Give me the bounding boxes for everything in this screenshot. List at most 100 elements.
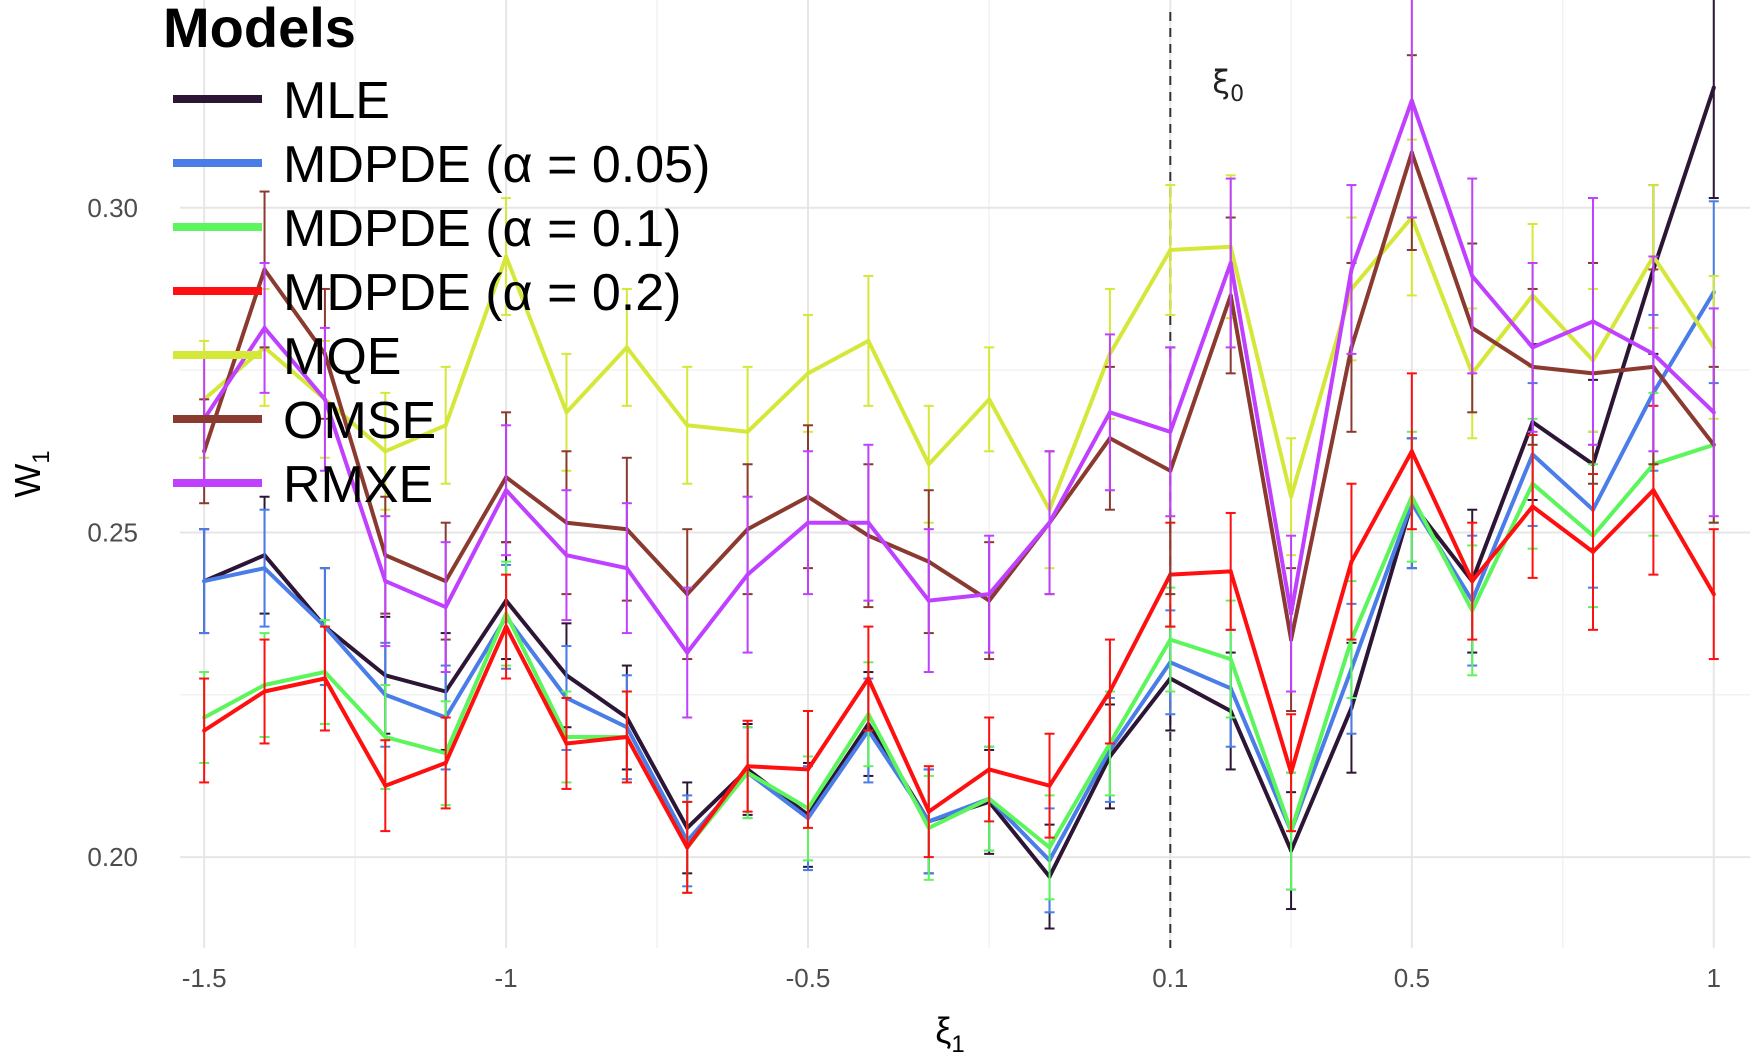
data-point	[322, 676, 327, 681]
data-point	[202, 728, 207, 733]
data-point	[202, 579, 207, 584]
data-point	[1047, 520, 1052, 525]
legend-title: Models	[163, 0, 356, 59]
data-point	[987, 397, 992, 402]
y-axis-title: W1	[7, 450, 55, 497]
data-point	[443, 605, 448, 610]
data-point	[1591, 549, 1595, 554]
data-point	[1107, 689, 1112, 694]
data-point	[1530, 504, 1535, 509]
data-point	[806, 371, 810, 376]
data-point	[564, 553, 569, 558]
data-point	[1711, 85, 1716, 90]
data-point	[262, 689, 267, 694]
series-6	[199, 0, 1719, 719]
data-point	[443, 760, 448, 765]
data-point	[866, 676, 871, 681]
y-tick-label: 0.25	[87, 517, 138, 547]
data-point	[564, 410, 569, 415]
data-point	[1711, 592, 1716, 597]
data-point	[1651, 488, 1656, 493]
data-point	[806, 767, 810, 772]
data-point	[1289, 494, 1294, 499]
series-line	[202, 98, 1716, 655]
data-point	[262, 566, 267, 571]
data-point	[745, 572, 750, 577]
data-point	[1228, 569, 1233, 574]
data-point	[926, 809, 931, 814]
xi0-annotation: ξ0	[1212, 63, 1244, 107]
data-point	[1409, 449, 1414, 454]
data-point	[987, 767, 992, 772]
data-point	[443, 423, 448, 428]
data-point	[504, 624, 509, 629]
data-point	[383, 734, 388, 739]
data-point	[1470, 273, 1475, 278]
data-point	[383, 783, 388, 788]
data-point	[564, 741, 569, 746]
data-point	[1289, 611, 1294, 616]
legend-item-label: MDPDE (α = 0.2)	[283, 264, 681, 322]
data-point	[624, 734, 629, 739]
data-point	[1409, 98, 1414, 103]
data-point	[1711, 410, 1716, 415]
data-point	[1228, 260, 1233, 265]
data-point	[1289, 770, 1294, 775]
data-point	[866, 338, 871, 343]
legend-item-label: RMXE	[283, 456, 433, 514]
data-point	[866, 520, 871, 525]
xi0-annotation-subscript: 0	[1230, 82, 1244, 107]
data-point	[262, 325, 267, 330]
x-tick-label: 1	[1707, 963, 1721, 993]
data-point	[806, 520, 810, 525]
x-tick-label: -1	[495, 963, 518, 993]
data-point	[685, 650, 690, 655]
reference-line-group: ξ0	[1169, 12, 1244, 948]
x-tick-label: 0.5	[1394, 963, 1430, 993]
data-point	[1349, 267, 1354, 272]
y-tick-label: 0.30	[87, 193, 138, 223]
legend-item-label: MDPDE (α = 0.1)	[283, 200, 681, 258]
data-point	[1470, 579, 1475, 584]
data-point	[745, 429, 750, 434]
data-point	[383, 579, 388, 584]
data-point	[926, 462, 931, 467]
data-point	[1530, 345, 1535, 350]
data-point	[1168, 247, 1173, 252]
data-point	[624, 345, 629, 350]
series-line	[202, 150, 1716, 642]
x-tick-label: 0.1	[1152, 963, 1188, 993]
data-point	[1228, 657, 1233, 662]
legend: Models MLE MDPDE (α = 0.05) MDPDE (α = 0.1)…	[163, 0, 710, 514]
legend-item-label: OMSE	[283, 392, 436, 450]
data-point	[383, 449, 388, 454]
data-point	[987, 592, 992, 597]
data-point	[504, 488, 509, 493]
data-point	[322, 397, 327, 402]
series-line	[203, 449, 1716, 850]
data-point	[685, 423, 690, 428]
x-axis-title-subscript: 1	[951, 1031, 964, 1058]
data-point	[745, 764, 750, 769]
y-tick-label: 0.20	[87, 842, 138, 872]
y-axis-title-subscript: 1	[28, 450, 55, 463]
series-line	[203, 291, 1716, 863]
x-tick-label: -1.5	[182, 963, 227, 993]
data-point	[1168, 429, 1173, 434]
series-3	[199, 372, 1719, 894]
legend-item-label: MQE	[283, 328, 401, 386]
data-point	[624, 566, 629, 571]
series-group	[199, 0, 1719, 930]
series-line	[203, 442, 1715, 850]
series-line	[202, 215, 1716, 512]
data-point	[1107, 410, 1112, 415]
legend-item-label: MLE	[283, 72, 390, 130]
data-point	[1349, 559, 1354, 564]
x-axis-title: ξ1	[935, 1010, 964, 1058]
data-point	[504, 254, 509, 259]
data-point	[1168, 637, 1173, 642]
data-point	[685, 845, 690, 850]
data-point	[926, 598, 931, 603]
